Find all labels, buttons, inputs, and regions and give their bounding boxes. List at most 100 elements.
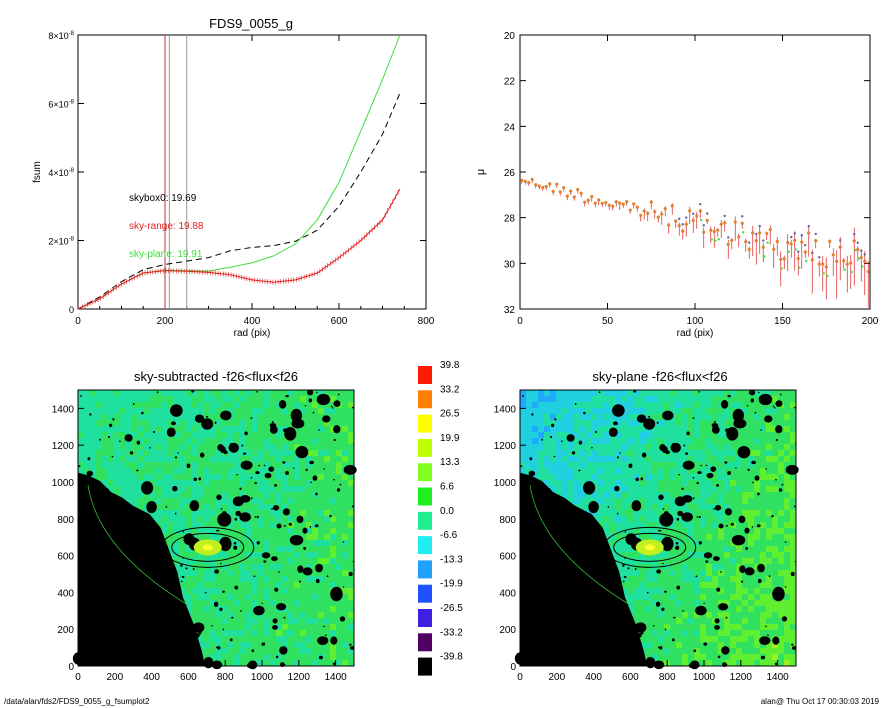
image-pixel (306, 486, 313, 493)
image-pixel (604, 534, 611, 541)
image-pixel (664, 648, 671, 655)
image-pixel (198, 606, 205, 613)
image-pixel (652, 450, 659, 457)
image-pixel (300, 402, 307, 409)
image-pixel (228, 624, 235, 631)
image-pixel (234, 636, 241, 643)
image-pixel (312, 456, 319, 463)
masked-star (191, 390, 195, 393)
image-pixel (718, 480, 725, 487)
image-pixel (150, 468, 157, 475)
image-pixel (186, 414, 193, 421)
image-pixel (174, 390, 181, 397)
image-pixel (252, 594, 259, 601)
data-point (824, 265, 828, 269)
image-pixel (532, 468, 539, 475)
image-pixel (270, 546, 277, 553)
image-pixel (180, 396, 187, 403)
image-pixel (640, 528, 647, 535)
image-pixel (544, 450, 551, 457)
image-pixel (646, 486, 653, 493)
image-pixel (688, 444, 695, 451)
image-pixel (556, 426, 563, 433)
image-pixel (204, 390, 211, 397)
image-pixel (742, 504, 749, 511)
image-pixel (748, 426, 755, 433)
image-pixel (736, 588, 743, 595)
image-pixel (336, 660, 343, 667)
image-pixel (186, 570, 193, 577)
image-pixel (276, 534, 283, 541)
image-pixel (670, 426, 677, 433)
image-pixel (240, 576, 247, 583)
image-pixel (676, 486, 683, 493)
image-pixel (760, 480, 767, 487)
image-pixel (324, 594, 331, 601)
image-pixel (276, 504, 283, 511)
image-pixel (634, 570, 641, 577)
image-pixel (204, 618, 211, 625)
image-pixel (664, 438, 671, 445)
image-pixel (216, 432, 223, 439)
image-pixel (186, 474, 193, 481)
image-pixel (784, 546, 791, 553)
image-pixel (778, 600, 785, 607)
image-pixel (736, 510, 743, 517)
image-pixel (568, 396, 575, 403)
image-pixel (682, 474, 689, 481)
image-pixel (276, 390, 283, 397)
image-pixel (252, 612, 259, 619)
image-pixel (628, 408, 635, 415)
image-pixel (772, 474, 779, 481)
masked-star (149, 446, 151, 449)
image-pixel (288, 654, 295, 661)
image-pixel (348, 534, 355, 541)
image-pixel (318, 462, 325, 469)
masked-star (114, 566, 117, 569)
image-pixel (288, 648, 295, 655)
image-pixel (790, 390, 797, 397)
image-pixel (670, 504, 677, 511)
image-pixel (736, 552, 743, 559)
image-pixel (694, 504, 701, 511)
image-pixel (730, 468, 737, 475)
image-pixel (180, 492, 187, 499)
image-pixel (640, 636, 647, 643)
image-pixel (742, 498, 749, 505)
image-pixel (336, 582, 343, 589)
sky-plane-point (794, 248, 797, 251)
x-tick-label: 200 (157, 316, 174, 327)
image-pixel (556, 480, 563, 487)
image-pixel (252, 444, 259, 451)
image-pixel (730, 438, 737, 445)
image-pixel (658, 576, 665, 583)
image-pixel (126, 420, 133, 427)
image-pixel (306, 600, 313, 607)
image-pixel (700, 534, 707, 541)
image-pixel (198, 618, 205, 625)
image-pixel (646, 480, 653, 487)
image-pixel (592, 462, 599, 469)
image-pixel (150, 408, 157, 415)
data-point (789, 242, 793, 246)
image-pixel (754, 408, 761, 415)
y-tick-label: 600 (57, 552, 74, 563)
image-pixel (556, 444, 563, 451)
image-pixel (300, 534, 307, 541)
image-pixel (222, 432, 229, 439)
image-pixel (252, 522, 259, 529)
image-pixel (688, 570, 695, 577)
image-pixel (126, 468, 133, 475)
image-pixel (688, 492, 695, 499)
image-pixel (688, 552, 695, 559)
x-tick-label: 50 (602, 316, 614, 327)
image-pixel (790, 426, 797, 433)
image-pixel (186, 468, 193, 475)
image-pixel (670, 552, 677, 559)
skybox-point (678, 217, 681, 221)
image-pixel (550, 414, 557, 421)
skybox-point (681, 223, 684, 226)
image-pixel (538, 456, 545, 463)
image-pixel (168, 486, 175, 493)
skybox-point (793, 232, 796, 235)
